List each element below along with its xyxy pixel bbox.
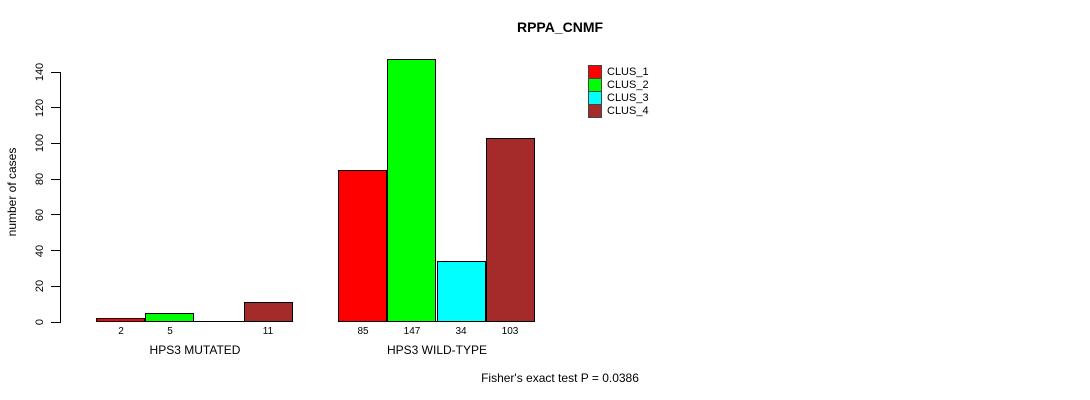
legend-swatch-clus_4 xyxy=(588,103,602,118)
bar-value-label: 147 xyxy=(403,326,421,337)
group-label: HPS3 MUTATED xyxy=(149,343,241,357)
y-tick-label: 40 xyxy=(34,244,46,257)
bar-value-label: 2 xyxy=(118,326,124,337)
legend-label: CLUS_3 xyxy=(607,91,649,104)
bar-clus_3-group2 xyxy=(437,261,486,322)
y-tick-mark xyxy=(51,285,60,287)
y-tick-label: 0 xyxy=(34,318,46,326)
legend-label: CLUS_4 xyxy=(607,104,649,117)
bar-clus_1-group2 xyxy=(338,170,387,322)
legend-swatch-clus_3 xyxy=(588,90,602,105)
group-baseline xyxy=(96,321,293,322)
legend-item-clus_2: CLUS_2 xyxy=(588,77,649,92)
bar-value-label: 85 xyxy=(357,326,369,337)
y-tick-mark xyxy=(51,214,60,216)
bar-clus_2-group2 xyxy=(387,59,436,322)
y-tick-mark xyxy=(51,178,60,180)
group-label: HPS3 WILD-TYPE xyxy=(386,343,488,357)
y-tick-label: 20 xyxy=(34,280,46,293)
legend-item-clus_4: CLUS_4 xyxy=(588,103,649,118)
bar-clus_2-group1 xyxy=(145,313,194,322)
y-tick-label: 120 xyxy=(34,98,46,117)
y-tick-label: 100 xyxy=(34,134,46,153)
y-tick-mark xyxy=(51,142,60,144)
bar-value-label: 103 xyxy=(501,326,519,337)
y-tick-label: 140 xyxy=(34,62,46,82)
legend-swatch-clus_2 xyxy=(588,77,602,92)
y-tick-mark xyxy=(51,250,60,252)
y-tick-mark xyxy=(51,71,60,73)
bar-clus_4-group1 xyxy=(244,302,293,322)
y-tick-label: 80 xyxy=(34,173,46,186)
bar-value-label: 11 xyxy=(262,326,274,337)
legend-label: CLUS_2 xyxy=(607,78,649,91)
chart-title: RPPA_CNMF xyxy=(516,19,604,35)
y-tick-label: 60 xyxy=(34,208,46,221)
footnote: Fisher's exact test P = 0.0386 xyxy=(481,371,639,385)
bar-clus_1-group1 xyxy=(96,318,145,322)
legend-label: CLUS_1 xyxy=(607,65,649,78)
bar-value-label: 34 xyxy=(455,326,467,337)
y-axis-line xyxy=(60,72,61,323)
bar-value-label: 5 xyxy=(167,326,173,337)
legend-swatch-clus_1 xyxy=(588,64,602,79)
bar-clus_4-group2 xyxy=(486,138,535,322)
y-tick-mark xyxy=(51,321,60,323)
legend-item-clus_1: CLUS_1 xyxy=(588,64,649,79)
legend-item-clus_3: CLUS_3 xyxy=(588,90,649,105)
group-baseline xyxy=(338,321,535,322)
y-tick-mark xyxy=(51,107,60,109)
